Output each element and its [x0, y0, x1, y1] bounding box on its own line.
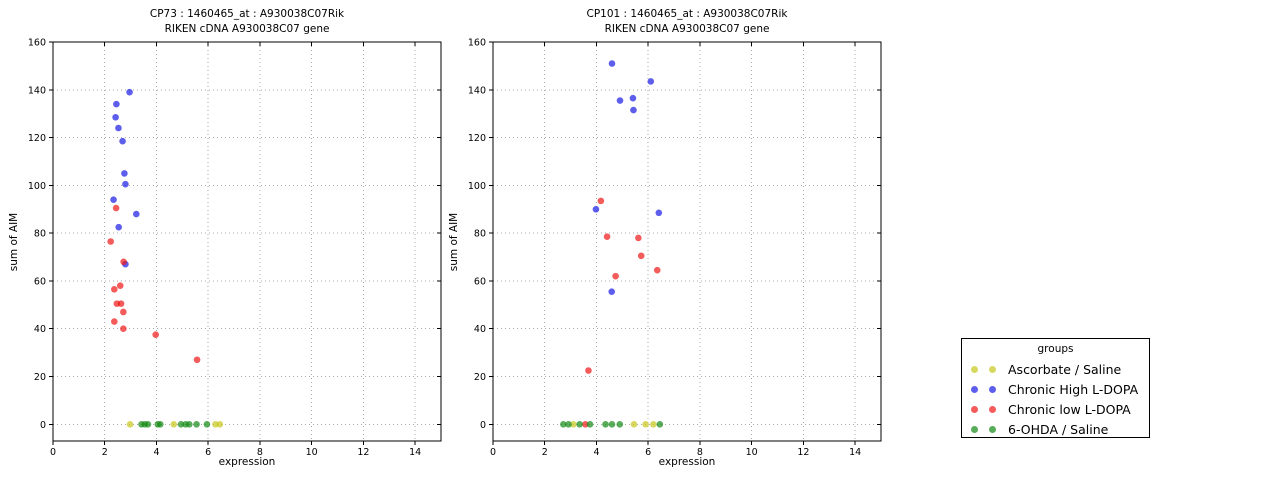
plot1-title: CP73 : 1460465_at : A930038C07Rik RIKEN c…	[53, 7, 441, 37]
legend-row-6ohda-saline: 6-OHDA / Saline	[962, 419, 1149, 439]
legend: groups Ascorbate / Saline Chronic High L…	[961, 338, 1150, 438]
marker-dot-icon	[989, 405, 996, 413]
marker-dot-icon	[971, 365, 978, 373]
svg-text:8: 8	[697, 447, 703, 458]
svg-text:80: 80	[34, 229, 46, 240]
svg-text:20: 20	[474, 372, 486, 383]
marker-dot-icon	[971, 385, 978, 393]
svg-text:160: 160	[468, 38, 486, 49]
plot2-title: CP101 : 1460465_at : A930038C07Rik RIKEN …	[493, 7, 881, 37]
svg-text:14: 14	[849, 447, 861, 458]
marker-dot-icon	[989, 385, 996, 393]
svg-text:0: 0	[50, 447, 56, 458]
legend-label: Ascorbate / Saline	[1008, 361, 1122, 377]
svg-text:100: 100	[28, 181, 46, 192]
svg-text:6: 6	[645, 447, 651, 458]
plot2-xlabel: expression	[658, 456, 716, 468]
marker-dot-icon	[989, 425, 996, 433]
svg-text:60: 60	[34, 276, 46, 287]
legend-title: groups	[1037, 343, 1074, 355]
svg-text:160: 160	[28, 38, 46, 49]
svg-text:8: 8	[257, 447, 263, 458]
legend-row-chronic-low-ldopa: Chronic low L-DOPA	[962, 399, 1149, 419]
plot2-title-line2: RIKEN cDNA A930038C07 gene	[604, 23, 770, 35]
svg-text:4: 4	[593, 447, 599, 458]
plot2-title-line1: CP101 : 1460465_at : A930038C07Rik	[586, 8, 788, 20]
svg-text:2: 2	[102, 447, 108, 458]
legend-row-chronic-high-ldopa: Chronic High L-DOPA	[962, 379, 1149, 399]
legend-label: Chronic High L-DOPA	[1008, 381, 1139, 397]
svg-text:0: 0	[480, 420, 486, 431]
svg-text:60: 60	[474, 276, 486, 287]
plot1-xlabel: expression	[218, 456, 276, 468]
svg-text:120: 120	[468, 133, 486, 144]
legend-label: Chronic low L-DOPA	[1008, 401, 1131, 417]
svg-text:2: 2	[542, 447, 548, 458]
legend-label: 6-OHDA / Saline	[1008, 421, 1109, 437]
svg-text:40: 40	[474, 324, 486, 335]
svg-text:40: 40	[34, 324, 46, 335]
plot1-title-line1: CP73 : 1460465_at : A930038C07Rik	[149, 8, 345, 20]
svg-text:6: 6	[205, 447, 211, 458]
svg-text:14: 14	[409, 447, 421, 458]
svg-text:10: 10	[746, 447, 758, 458]
svg-text:120: 120	[28, 133, 46, 144]
svg-text:12: 12	[357, 447, 369, 458]
svg-text:140: 140	[28, 85, 46, 96]
plot1-title-line2: RIKEN cDNA A930038C07 gene	[164, 23, 330, 35]
svg-text:100: 100	[468, 181, 486, 192]
plot2-ylabel: sum of AIM	[448, 212, 460, 272]
svg-text:0: 0	[490, 447, 496, 458]
marker-dot-icon	[971, 405, 978, 413]
svg-text:0: 0	[40, 420, 46, 431]
svg-text:10: 10	[306, 447, 318, 458]
svg-text:20: 20	[34, 372, 46, 383]
plot1-ylabel: sum of AIM	[8, 212, 20, 272]
svg-text:4: 4	[153, 447, 159, 458]
marker-dot-icon	[971, 425, 978, 433]
marker-dot-icon	[989, 365, 996, 373]
svg-text:80: 80	[474, 229, 486, 240]
svg-text:12: 12	[797, 447, 809, 458]
svg-text:140: 140	[468, 85, 486, 96]
legend-row-ascorbate-saline: Ascorbate / Saline	[962, 359, 1149, 379]
